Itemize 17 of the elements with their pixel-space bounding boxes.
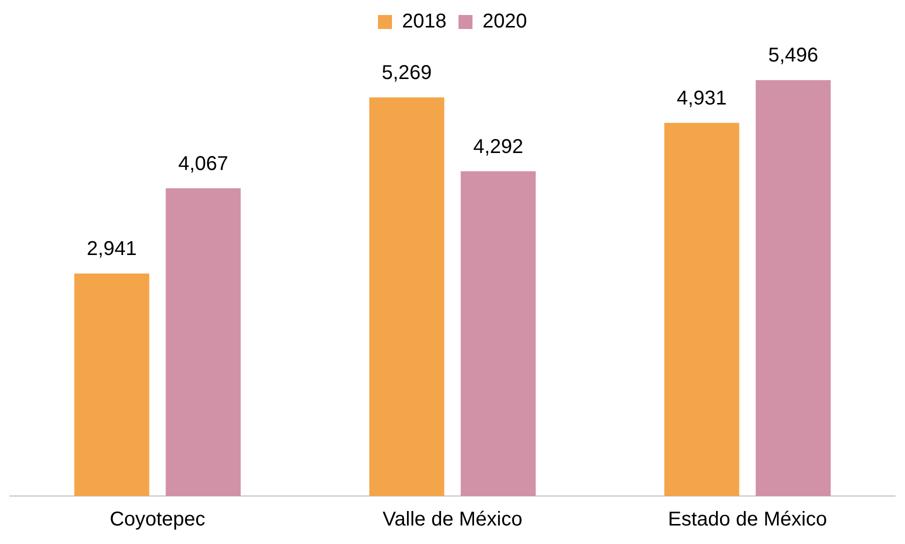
bar — [166, 188, 241, 496]
bar — [369, 97, 444, 496]
x-tick-label: Coyotepec — [110, 508, 206, 531]
bar — [74, 273, 150, 496]
data-label: 5,496 — [768, 44, 818, 67]
data-label: 4,067 — [178, 152, 228, 175]
legend-label: 2018 — [402, 10, 447, 33]
x-tick-label: Valle de México — [382, 508, 522, 531]
bar — [460, 171, 536, 496]
bar — [756, 80, 831, 496]
data-label: 4,931 — [676, 87, 727, 110]
data-label: 5,269 — [382, 62, 432, 84]
data-label: 4,292 — [473, 136, 524, 158]
legend-label: 2020 — [482, 10, 527, 33]
bar — [664, 122, 740, 496]
data-label: 2,941 — [86, 238, 137, 260]
x-tick-label: Estado de México — [668, 508, 827, 531]
